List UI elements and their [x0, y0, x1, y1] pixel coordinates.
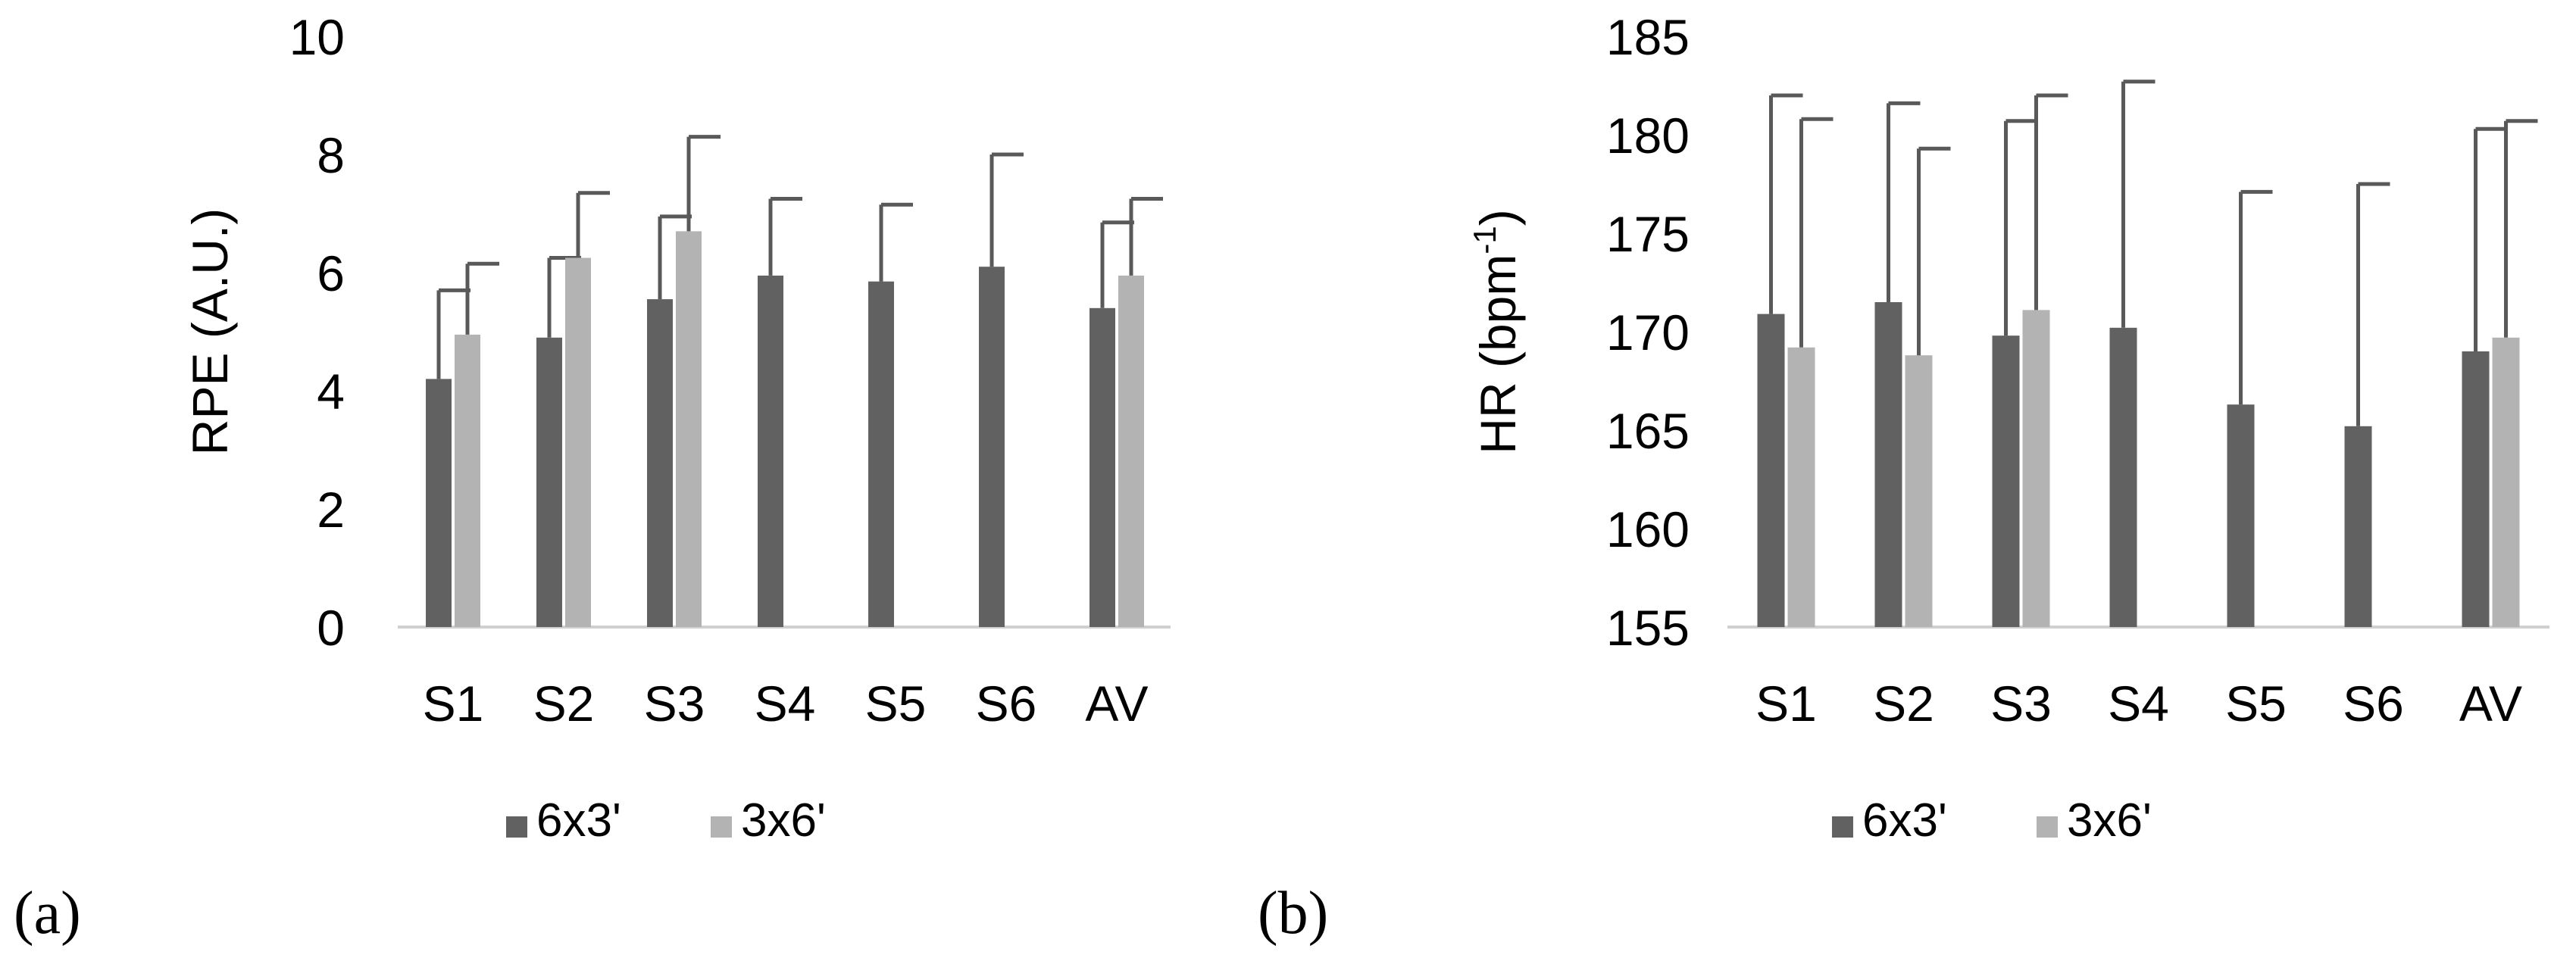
y-tick-label: 155 [1606, 600, 1690, 656]
y-tick-label: 8 [317, 127, 345, 183]
bar-6x3'-S1 [1757, 314, 1785, 627]
bar-6x3'-S2 [1874, 302, 1902, 627]
y-tick-label: 160 [1606, 501, 1690, 557]
x-tick-label: S2 [1873, 676, 1934, 732]
chart-a: 0 2 4 6 8 10 RPE (A.U.) S1 S2 S3 S4 S5 S6 AV 6x3' 3x6' (… [14, 9, 1171, 947]
x-tick-label: S2 [533, 676, 595, 732]
y-tick-label: 0 [317, 600, 345, 656]
bar-6x3'-S6 [979, 267, 1005, 627]
bar-3x6'-S3 [2022, 310, 2050, 627]
legend-swatch [506, 816, 527, 838]
bar-3x6'-S2 [1905, 355, 1933, 627]
bar-3x6'-S1 [455, 334, 480, 627]
y-tick-label: 180 [1606, 108, 1690, 164]
x-tick-label: S5 [865, 676, 927, 732]
bar-6x3'-S3 [647, 299, 673, 627]
y-tick-label: 170 [1606, 304, 1690, 360]
y-tick-label: 2 [317, 482, 345, 538]
bar-6x3'-S3 [1992, 335, 2020, 627]
legend-label: 3x6' [2067, 794, 2152, 847]
bar-3x6'-S1 [1787, 347, 1815, 627]
x-tick-label: S4 [755, 676, 816, 732]
x-tick-label: AV [1085, 676, 1148, 732]
y-tick-label: 10 [289, 9, 345, 65]
x-tick-label: S6 [2343, 676, 2404, 732]
x-tick-label: S1 [423, 676, 484, 732]
x-tick-label: AV [2459, 676, 2522, 732]
bar-3x6'-S2 [565, 257, 591, 627]
x-tick-label: S6 [976, 676, 1037, 732]
bar-6x3'-S6 [2344, 426, 2372, 627]
legend-swatch [711, 816, 732, 838]
legend-swatch [1832, 816, 1853, 838]
bar-6x3'-S4 [758, 275, 783, 627]
chart-b: 155 160 165 170 175 180 185 HR (bpm-1) S1 S2 S3 S4 S… [1258, 9, 2549, 947]
x-tick-label: S1 [1755, 676, 1817, 732]
y-tick-label: 4 [317, 363, 345, 420]
bar-6x3'-S5 [2227, 404, 2255, 627]
bar-6x3'-S5 [868, 281, 894, 627]
bar-3x6'-AV [1118, 275, 1144, 627]
bar-6x3'-S4 [2109, 327, 2137, 627]
bar-6x3'-AV [2462, 351, 2490, 627]
y-axis-label: RPE (A.U.) [182, 208, 238, 455]
legend-label: 3x6' [741, 794, 826, 847]
legend-swatch [2037, 816, 2058, 838]
y-tick-label: 6 [317, 245, 345, 301]
panel-label: (a) [14, 880, 81, 947]
panel-label: (b) [1258, 880, 1328, 947]
x-tick-label: S5 [2225, 676, 2287, 732]
bar-6x3'-AV [1089, 307, 1115, 627]
bar-3x6'-AV [2492, 337, 2520, 627]
bar-3x6'-S3 [676, 231, 702, 627]
x-tick-label: S3 [644, 676, 705, 732]
x-tick-label: S3 [1990, 676, 2052, 732]
y-axis-label: HR (bpm-1) [1467, 209, 1526, 454]
y-tick-label: 165 [1606, 403, 1690, 459]
y-tick-label: 185 [1606, 9, 1690, 65]
legend-label: 6x3' [1862, 794, 1947, 847]
x-tick-label: S4 [2108, 676, 2169, 732]
legend-label: 6x3' [536, 794, 621, 847]
bar-6x3'-S1 [426, 379, 452, 627]
y-tick-label: 175 [1606, 206, 1690, 262]
bar-6x3'-S2 [536, 337, 562, 627]
